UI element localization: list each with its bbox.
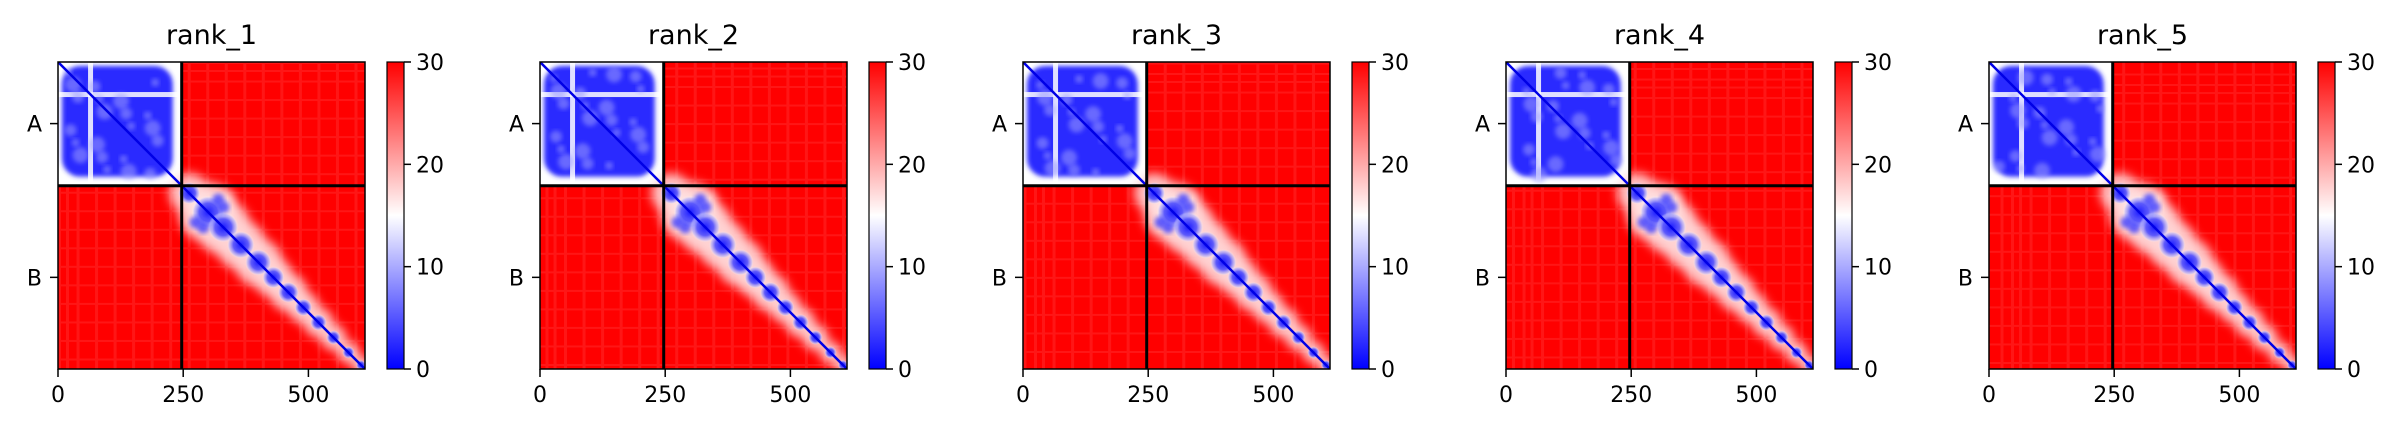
y-chain-label: A (509, 113, 524, 138)
y-chain-label: B (509, 266, 524, 291)
heatmap-frame (1505, 61, 1814, 370)
colorbar-tick-label: 30 (1381, 51, 1409, 76)
colorbar-tick-label: 0 (416, 358, 430, 383)
colorbar (1835, 62, 1852, 369)
colorbar-tick-label: 20 (898, 153, 926, 178)
colorbar-tick-label: 0 (1864, 358, 1878, 383)
y-chain-label: A (1958, 113, 1973, 138)
colorbar (869, 62, 886, 369)
heatmap-image (58, 62, 365, 369)
x-tick-label: 500 (2218, 383, 2260, 408)
colorbar-tick-label: 20 (1381, 153, 1409, 178)
heatmap-image (1023, 62, 1330, 369)
x-tick-label: 0 (533, 383, 547, 408)
x-tick-label: 500 (769, 383, 811, 408)
x-tick-label: 500 (287, 383, 329, 408)
colorbar-tick-label: 30 (1864, 51, 1892, 76)
colorbar (1352, 62, 1369, 369)
colorbar-tick-label: 0 (2347, 358, 2361, 383)
x-tick-label: 0 (1982, 383, 1996, 408)
heatmap-frame (1988, 61, 2297, 370)
x-tick-label: 500 (1252, 383, 1294, 408)
diagonal-line (1989, 62, 2296, 369)
colorbar (2318, 62, 2335, 369)
colorbar (387, 62, 404, 369)
colorbar-tick-label: 0 (1381, 358, 1395, 383)
heatmap-panel-2: rank_2 0 250 500 A B 0 10 20 30 (509, 20, 926, 408)
y-chain-label: B (992, 266, 1007, 291)
panel-title: rank_2 (648, 20, 739, 51)
x-tick-label: 250 (1127, 383, 1169, 408)
colorbar-tick-label: 30 (2347, 51, 2375, 76)
y-chain-label: B (1958, 266, 1973, 291)
panel-title: rank_3 (1131, 20, 1222, 51)
y-chain-label: A (1475, 113, 1490, 138)
colorbar-tick-label: 30 (898, 51, 926, 76)
x-tick-label: 250 (1610, 383, 1652, 408)
colorbar-frame (2317, 61, 2336, 370)
colorbar-tick-label: 0 (898, 358, 912, 383)
heatmap-panel-4: rank_4 0 250 500 A B 0 10 20 30 (1475, 20, 1892, 408)
heatmap-image (540, 62, 847, 369)
x-tick-label: 0 (1499, 383, 1513, 408)
colorbar-tick-label: 10 (416, 256, 444, 281)
colorbar-tick-label: 20 (1864, 153, 1892, 178)
heatmap-frame (539, 61, 848, 370)
x-tick-label: 0 (51, 383, 65, 408)
panel-title: rank_5 (2097, 20, 2188, 51)
heatmap-image (1506, 62, 1813, 369)
heatmap-image (1989, 62, 2296, 369)
x-tick-label: 0 (1016, 383, 1030, 408)
colorbar-tick-label: 10 (2347, 256, 2375, 281)
heatmap-panel-5: rank_5 0 250 500 A B 0 10 20 30 (1958, 20, 2375, 408)
colorbar-frame (386, 61, 405, 370)
colorbar-frame (1351, 61, 1370, 370)
x-tick-label: 500 (1735, 383, 1777, 408)
diagonal-line (1506, 62, 1813, 369)
y-chain-label: A (992, 113, 1007, 138)
heatmap-panel-3: rank_3 0 250 500 A B 0 10 20 30 (992, 20, 1409, 408)
x-tick-label: 250 (644, 383, 686, 408)
y-chain-label: B (1475, 266, 1490, 291)
colorbar-tick-label: 20 (2347, 153, 2375, 178)
colorbar-tick-label: 30 (416, 51, 444, 76)
colorbar-frame (868, 61, 887, 370)
diagonal-line (58, 62, 365, 369)
x-tick-label: 250 (162, 383, 204, 408)
panel-title: rank_4 (1614, 20, 1705, 51)
colorbar-tick-label: 10 (1381, 256, 1409, 281)
heatmap-frame (1022, 61, 1331, 370)
colorbar-frame (1834, 61, 1853, 370)
x-tick-label: 250 (2093, 383, 2135, 408)
colorbar-tick-label: 10 (898, 256, 926, 281)
y-chain-label: A (27, 113, 42, 138)
diagonal-line (1023, 62, 1330, 369)
y-chain-label: B (27, 266, 42, 291)
colorbar-tick-label: 20 (416, 153, 444, 178)
panel-title: rank_1 (166, 20, 257, 51)
heatmap-panel-1: rank_1 0 250 500 A B 0 10 20 30 (27, 20, 444, 408)
heatmap-frame (57, 61, 366, 370)
colorbar-tick-label: 10 (1864, 256, 1892, 281)
diagonal-line (540, 62, 847, 369)
